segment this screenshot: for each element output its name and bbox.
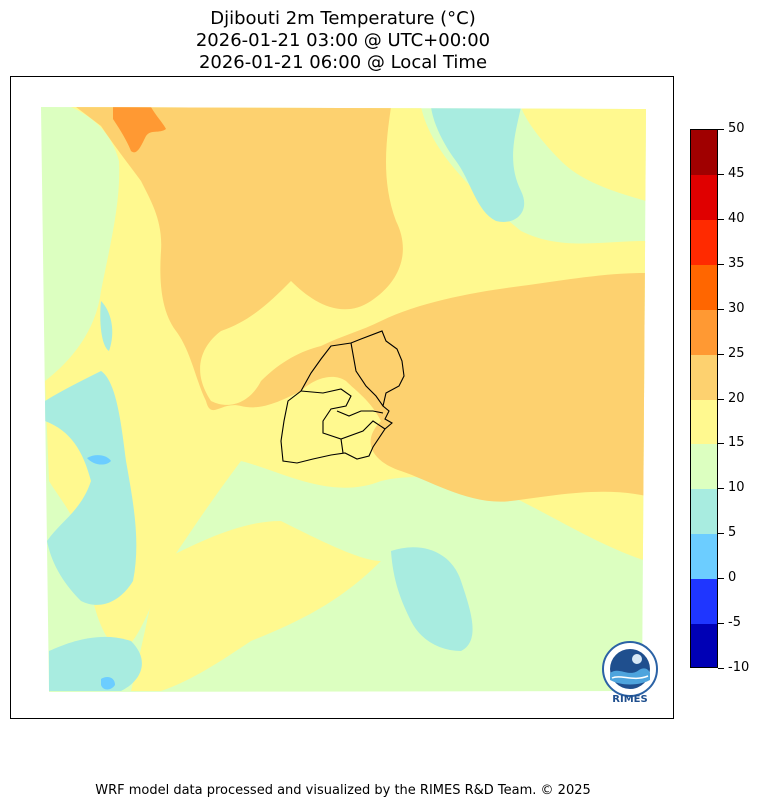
colorbar-tick bbox=[718, 264, 724, 265]
cold-patch-westcoast bbox=[100, 301, 113, 351]
map-frame bbox=[10, 76, 674, 719]
colorbar-tick-label: 40 bbox=[728, 211, 745, 226]
colorbar-tick-label: 15 bbox=[728, 435, 745, 450]
colorbar-tick bbox=[718, 309, 724, 310]
colorbar-tick-label: 0 bbox=[728, 570, 737, 585]
band-25-30 bbox=[113, 107, 166, 153]
colorbar-tick-label: -5 bbox=[728, 615, 741, 630]
colorbar bbox=[690, 129, 718, 668]
rimes-logo: RIMES bbox=[602, 641, 658, 705]
colorbar-tick bbox=[718, 399, 724, 400]
footer-credit: WRF model data processed and visualized … bbox=[95, 783, 591, 798]
cold-patch-southeast bbox=[391, 547, 473, 651]
colorbar-tick bbox=[718, 174, 724, 175]
colorbar-segment bbox=[691, 174, 717, 221]
country-outline bbox=[280, 330, 405, 464]
colorbar-tick bbox=[718, 533, 724, 534]
colorbar-tick-label: -10 bbox=[728, 660, 750, 675]
colorbar-segment bbox=[691, 354, 717, 401]
colorbar-tick-label: 50 bbox=[728, 121, 745, 136]
district-border-1 bbox=[350, 342, 384, 407]
colorbar-tick bbox=[718, 354, 724, 355]
colorbar-segment bbox=[691, 444, 717, 491]
cold-patch-southwest bbox=[49, 636, 142, 691]
district-border-4 bbox=[336, 410, 384, 417]
cold-patch-west bbox=[45, 371, 137, 605]
colorbar-segment bbox=[691, 534, 717, 581]
colorbar-segment bbox=[691, 264, 717, 311]
colorbar-tick-label: 10 bbox=[728, 480, 745, 495]
temperature-field bbox=[41, 107, 646, 692]
logo-text: RIMES bbox=[612, 694, 647, 705]
colorbar-tick bbox=[718, 488, 724, 489]
title-line-2: 2026-01-21 03:00 @ UTC+00:00 bbox=[195, 30, 491, 51]
coldest-patch-1 bbox=[87, 455, 111, 465]
colorbar-tick-label: 45 bbox=[728, 166, 745, 181]
colorbar-segment bbox=[691, 309, 717, 356]
colorbar-tick bbox=[718, 668, 724, 669]
cold-patch-northeast bbox=[431, 107, 525, 222]
colorbar-tick bbox=[718, 578, 724, 579]
colorbar-tick-label: 35 bbox=[728, 256, 745, 271]
temperature-map bbox=[41, 107, 646, 692]
colorbar-segment bbox=[691, 399, 717, 446]
colorbar-segment bbox=[691, 219, 717, 266]
colorbar-tick bbox=[718, 623, 724, 624]
colorbar-segment bbox=[691, 489, 717, 536]
colorbar-tick bbox=[718, 129, 724, 130]
colorbar-tick-label: 5 bbox=[728, 525, 737, 540]
colorbar-tick bbox=[718, 219, 724, 220]
colorbar-tick-label: 30 bbox=[728, 301, 745, 316]
district-border-3 bbox=[340, 438, 344, 454]
colorbar-tick-label: 25 bbox=[728, 346, 745, 361]
colorbar-segment bbox=[691, 130, 717, 176]
title-line-1: Djibouti 2m Temperature (°C) bbox=[210, 8, 476, 29]
coldest-patch-2 bbox=[101, 677, 115, 690]
djibouti-borders bbox=[280, 330, 405, 464]
band-20-25 bbox=[76, 107, 646, 502]
colorbar-tick bbox=[718, 443, 724, 444]
colorbar-segment bbox=[691, 624, 717, 667]
district-border-2 bbox=[300, 388, 386, 440]
chart-title: Djibouti 2m Temperature (°C) 2026-01-21 … bbox=[10, 8, 676, 74]
band-15-20-east bbox=[521, 107, 646, 201]
colorbar-segment bbox=[691, 579, 717, 626]
band-15-20-south bbox=[131, 521, 381, 691]
colorbar-tick-label: 20 bbox=[728, 391, 745, 406]
title-line-3: 2026-01-21 06:00 @ Local Time bbox=[198, 52, 488, 73]
